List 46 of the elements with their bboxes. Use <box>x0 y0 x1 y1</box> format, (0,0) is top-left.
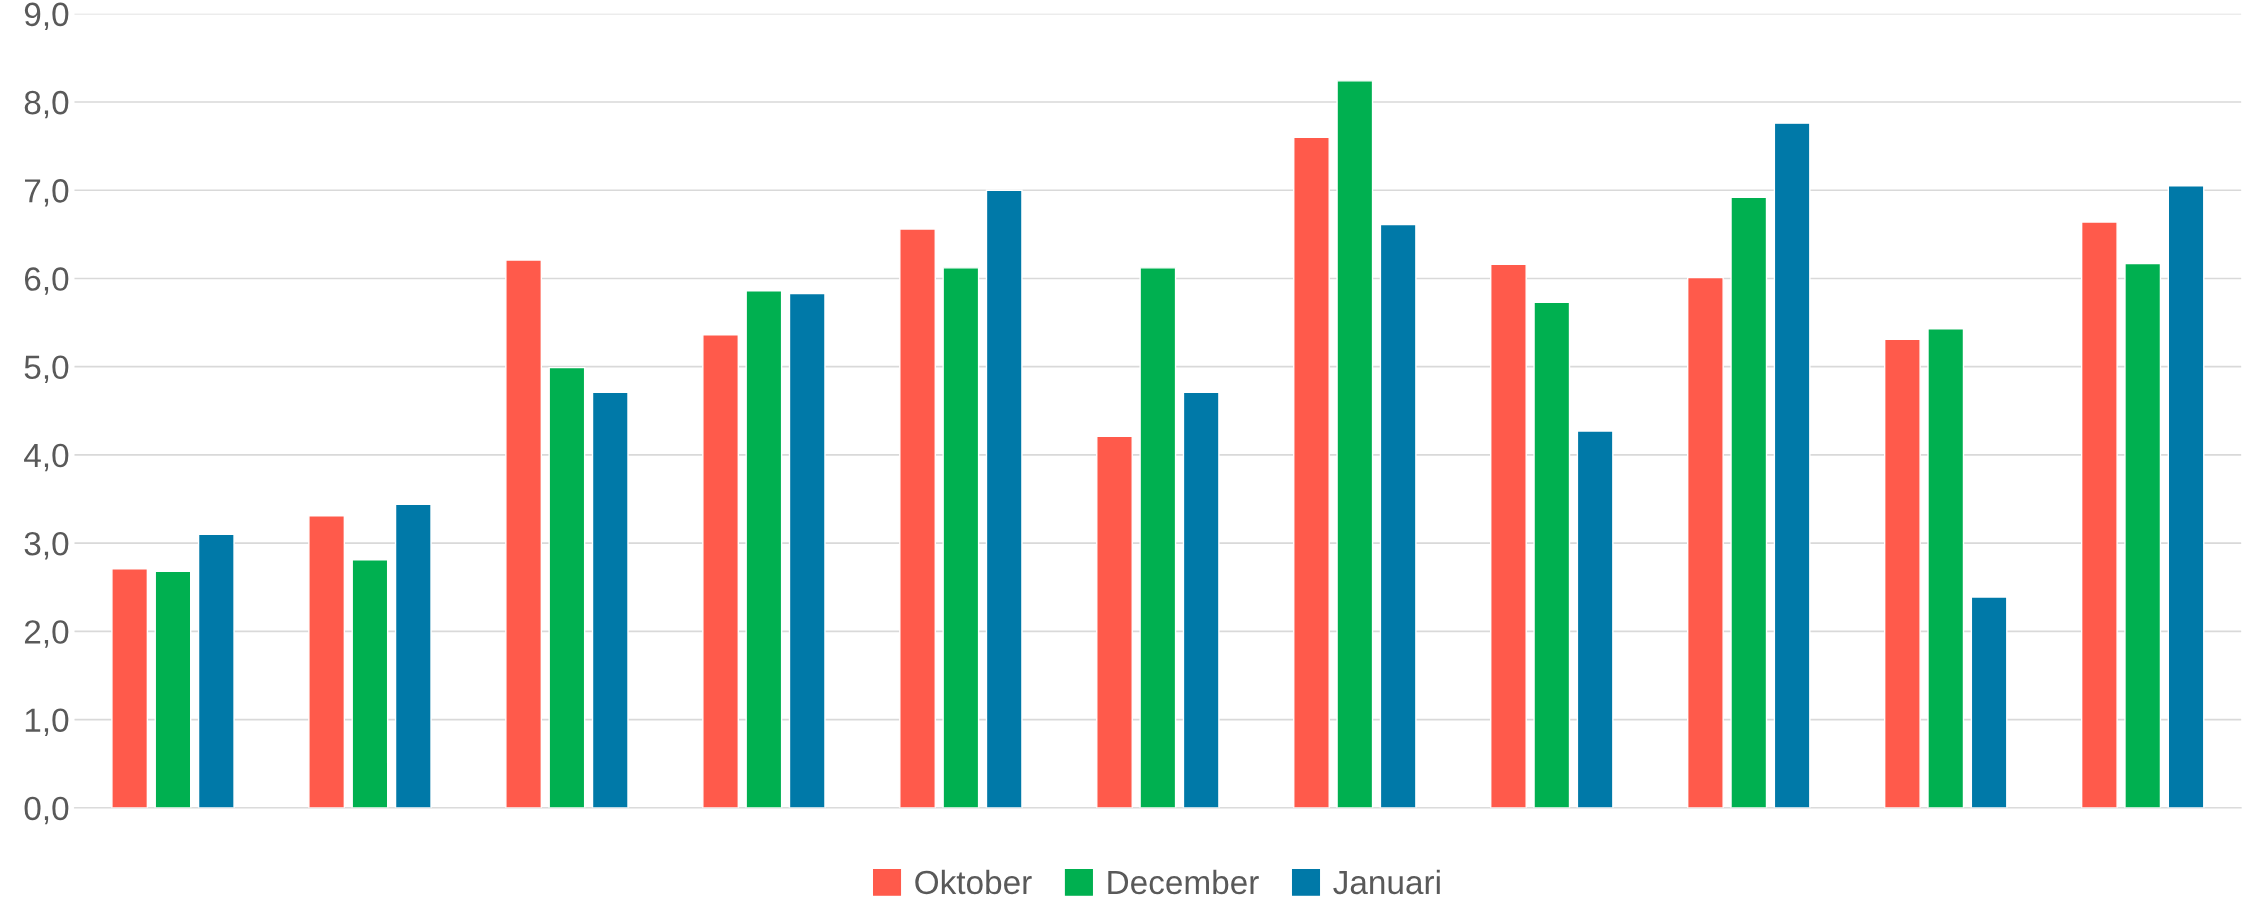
bar <box>394 503 432 808</box>
bar <box>1883 338 1921 808</box>
y-tick-label: 8,0 <box>24 90 69 119</box>
bar <box>1096 435 1133 808</box>
bar <box>1970 596 2008 808</box>
bar <box>308 515 346 808</box>
bar <box>1773 122 1811 808</box>
bar <box>985 189 1023 808</box>
y-tick-label: 9,0 <box>24 2 69 31</box>
y-tick-label: 1,0 <box>25 708 69 736</box>
y-tick-label: 2,0 <box>24 620 69 648</box>
legend-label: Januari <box>1333 869 1440 895</box>
bar <box>1336 80 1374 808</box>
y-tick-label: 5,0 <box>24 355 69 384</box>
y-tick-label: 3,0 <box>24 531 69 560</box>
bar <box>1533 301 1571 808</box>
bar <box>702 334 739 808</box>
bar <box>1730 196 1768 808</box>
bar <box>1379 223 1417 808</box>
bar <box>745 290 783 808</box>
bar <box>2167 185 2205 808</box>
bar <box>1139 267 1177 808</box>
bar <box>548 366 586 808</box>
y-tick-label: 0,0 <box>24 796 69 825</box>
bar <box>505 259 543 808</box>
y-tick-label: 6,0 <box>24 267 69 295</box>
y-tick-label: 7,0 <box>24 179 69 207</box>
bar <box>1576 430 1614 808</box>
bar <box>111 568 149 808</box>
bar <box>1687 276 1724 808</box>
bar <box>1293 136 1330 808</box>
bar <box>2080 221 2118 808</box>
bar <box>1927 328 1965 808</box>
y-tick-label: 4,0 <box>24 443 69 472</box>
bar <box>351 559 389 808</box>
legend-label: December <box>1108 869 1259 895</box>
bar <box>788 292 826 808</box>
legend-label: Oktober <box>915 869 1032 895</box>
bar <box>1490 263 1527 808</box>
bar <box>591 391 629 808</box>
bar <box>942 267 980 808</box>
bar <box>1182 391 1220 808</box>
bar <box>899 228 936 808</box>
bar <box>154 570 192 808</box>
bar <box>2124 262 2162 808</box>
bar <box>197 533 235 808</box>
